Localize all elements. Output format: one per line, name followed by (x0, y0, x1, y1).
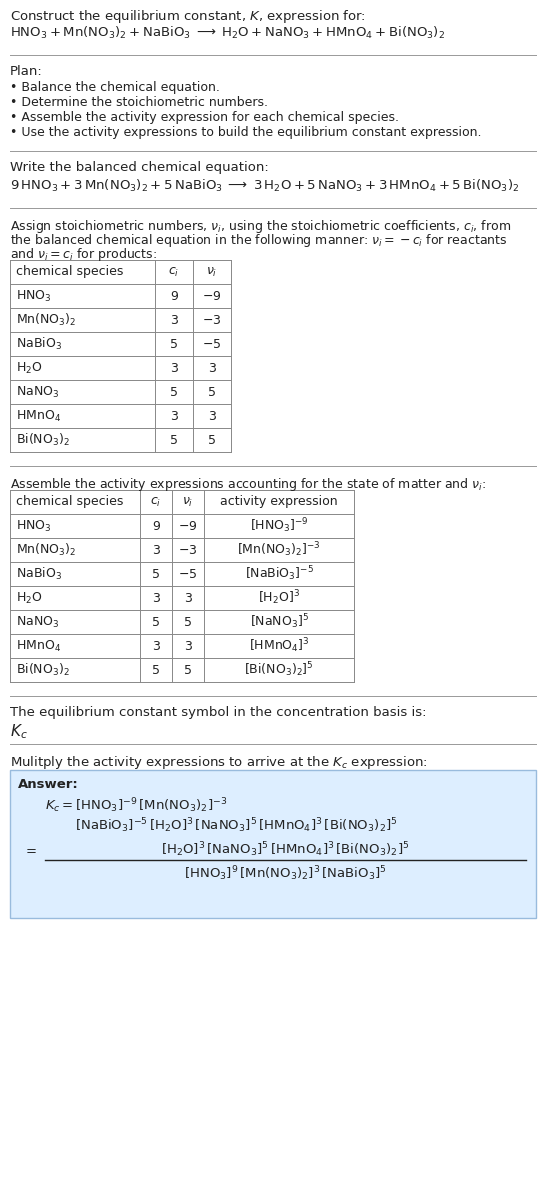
Text: $\mathrm{Mn(NO_3)_2}$: $\mathrm{Mn(NO_3)_2}$ (16, 312, 76, 328)
Text: $[\mathrm{H_2O}]^{3}$: $[\mathrm{H_2O}]^{3}$ (258, 589, 300, 608)
Text: $[\mathrm{HMnO_4}]^{3}$: $[\mathrm{HMnO_4}]^{3}$ (248, 636, 310, 655)
Text: activity expression: activity expression (220, 495, 338, 508)
Text: the balanced chemical equation in the following manner: $\nu_i = -c_i$ for react: the balanced chemical equation in the fo… (10, 232, 507, 249)
Text: $=$: $=$ (23, 844, 37, 857)
Text: $-9$: $-9$ (178, 519, 198, 532)
Bar (10, 260, 231, 451)
Text: 3: 3 (170, 361, 178, 374)
Text: 5: 5 (170, 434, 178, 447)
Text: $[\mathrm{HNO_3}]^{-9}$: $[\mathrm{HNO_3}]^{-9}$ (250, 517, 308, 536)
Text: $K_c = [\mathrm{HNO_3}]^{-9}\,[\mathrm{Mn(NO_3)_2}]^{-3}$: $K_c = [\mathrm{HNO_3}]^{-9}\,[\mathrm{M… (45, 796, 227, 815)
Text: $[\mathrm{HNO_3}]^{9}\,[\mathrm{Mn(NO_3)_2}]^{3}\,[\mathrm{NaBiO_3}]^{5}$: $[\mathrm{HNO_3}]^{9}\,[\mathrm{Mn(NO_3)… (184, 864, 387, 883)
Text: 3: 3 (152, 591, 160, 604)
Text: 3: 3 (152, 544, 160, 557)
Text: Assemble the activity expressions accounting for the state of matter and $\nu_i$: Assemble the activity expressions accoun… (10, 476, 486, 493)
Text: $\mathrm{NaNO_3}$: $\mathrm{NaNO_3}$ (16, 384, 59, 399)
Text: $\mathrm{Mn(NO_3)_2}$: $\mathrm{Mn(NO_3)_2}$ (16, 542, 76, 558)
Text: $\mathrm{Bi(NO_3)_2}$: $\mathrm{Bi(NO_3)_2}$ (16, 662, 70, 678)
Text: 5: 5 (208, 385, 216, 398)
Text: 5: 5 (170, 338, 178, 351)
Text: $\mathrm{HMnO_4}$: $\mathrm{HMnO_4}$ (16, 409, 61, 423)
Text: 3: 3 (208, 361, 216, 374)
Text: chemical species: chemical species (16, 495, 123, 508)
Text: $c_i$: $c_i$ (150, 495, 162, 508)
Text: 5: 5 (152, 568, 160, 581)
Text: 9: 9 (152, 519, 160, 532)
Text: $\mathrm{HNO_3 + Mn(NO_3)_2 + NaBiO_3 \;\longrightarrow\; H_2O + NaNO_3 + HMnO_4: $\mathrm{HNO_3 + Mn(NO_3)_2 + NaBiO_3 \;… (10, 25, 445, 41)
Text: 5: 5 (184, 615, 192, 628)
Text: • Determine the stoichiometric numbers.: • Determine the stoichiometric numbers. (10, 96, 268, 109)
Text: $-5$: $-5$ (203, 338, 222, 351)
Text: $\mathrm{Bi(NO_3)_2}$: $\mathrm{Bi(NO_3)_2}$ (16, 433, 70, 448)
Text: 5: 5 (184, 664, 192, 677)
Text: $[\mathrm{H_2O}]^{3}\,[\mathrm{NaNO_3}]^{5}\,[\mathrm{HMnO_4}]^{3}\,[\mathrm{Bi(: $[\mathrm{H_2O}]^{3}\,[\mathrm{NaNO_3}]^… (161, 840, 410, 859)
Text: • Balance the chemical equation.: • Balance the chemical equation. (10, 81, 220, 94)
Text: $-3$: $-3$ (179, 544, 198, 557)
Text: and $\nu_i = c_i$ for products:: and $\nu_i = c_i$ for products: (10, 246, 157, 263)
Text: $\mathrm{HNO_3}$: $\mathrm{HNO_3}$ (16, 288, 51, 303)
Text: 5: 5 (208, 434, 216, 447)
Text: 3: 3 (184, 591, 192, 604)
Text: 3: 3 (184, 640, 192, 653)
Text: • Use the activity expressions to build the equilibrium constant expression.: • Use the activity expressions to build … (10, 126, 482, 139)
Text: $[\mathrm{Mn(NO_3)_2}]^{-3}$: $[\mathrm{Mn(NO_3)_2}]^{-3}$ (237, 540, 321, 559)
Text: 3: 3 (170, 314, 178, 327)
Text: 9: 9 (170, 289, 178, 302)
Text: $[\mathrm{NaBiO_3}]^{-5}$: $[\mathrm{NaBiO_3}]^{-5}$ (245, 564, 313, 583)
Text: 5: 5 (152, 615, 160, 628)
Bar (10, 491, 354, 683)
Text: $\mathrm{9\,HNO_3 + 3\,Mn(NO_3)_2 + 5\,NaBiO_3 \;\longrightarrow\; 3\,H_2O + 5\,: $\mathrm{9\,HNO_3 + 3\,Mn(NO_3)_2 + 5\,N… (10, 178, 519, 194)
Text: Assign stoichiometric numbers, $\nu_i$, using the stoichiometric coefficients, $: Assign stoichiometric numbers, $\nu_i$, … (10, 218, 511, 235)
Text: $\nu_i$: $\nu_i$ (182, 495, 194, 508)
Text: Write the balanced chemical equation:: Write the balanced chemical equation: (10, 161, 269, 174)
Text: $\nu_i$: $\nu_i$ (206, 265, 218, 278)
Text: Plan:: Plan: (10, 65, 43, 78)
Text: $K_c$: $K_c$ (10, 722, 28, 741)
Text: The equilibrium constant symbol in the concentration basis is:: The equilibrium constant symbol in the c… (10, 706, 426, 719)
Text: $-3$: $-3$ (203, 314, 222, 327)
Text: $[\mathrm{Bi(NO_3)_2}]^{5}$: $[\mathrm{Bi(NO_3)_2}]^{5}$ (244, 661, 314, 679)
Text: $\mathrm{HNO_3}$: $\mathrm{HNO_3}$ (16, 519, 51, 533)
Text: $\mathrm{HMnO_4}$: $\mathrm{HMnO_4}$ (16, 639, 61, 654)
Text: 3: 3 (170, 410, 178, 423)
Text: chemical species: chemical species (16, 265, 123, 278)
Text: $-5$: $-5$ (179, 568, 198, 581)
Text: $\mathrm{NaBiO_3}$: $\mathrm{NaBiO_3}$ (16, 566, 62, 582)
Text: Construct the equilibrium constant, $K$, expression for:: Construct the equilibrium constant, $K$,… (10, 8, 366, 25)
Text: $[\mathrm{NaBiO_3}]^{-5}\,[\mathrm{H_2O}]^{3}\,[\mathrm{NaNO_3}]^{5}\,[\mathrm{H: $[\mathrm{NaBiO_3}]^{-5}\,[\mathrm{H_2O}… (75, 816, 397, 834)
Text: Mulitply the activity expressions to arrive at the $K_c$ expression:: Mulitply the activity expressions to arr… (10, 754, 428, 771)
Text: $\mathrm{H_2O}$: $\mathrm{H_2O}$ (16, 360, 43, 376)
Text: $\mathrm{H_2O}$: $\mathrm{H_2O}$ (16, 590, 43, 606)
Bar (10, 770, 536, 918)
Text: 3: 3 (152, 640, 160, 653)
Text: $\mathrm{NaNO_3}$: $\mathrm{NaNO_3}$ (16, 615, 59, 629)
Text: 5: 5 (170, 385, 178, 398)
Text: $\mathrm{NaBiO_3}$: $\mathrm{NaBiO_3}$ (16, 337, 62, 352)
Text: Answer:: Answer: (18, 779, 79, 792)
Text: • Assemble the activity expression for each chemical species.: • Assemble the activity expression for e… (10, 111, 399, 124)
Text: $c_i$: $c_i$ (168, 265, 180, 278)
Text: 3: 3 (208, 410, 216, 423)
Text: $[\mathrm{NaNO_3}]^{5}$: $[\mathrm{NaNO_3}]^{5}$ (250, 613, 308, 632)
Text: $-9$: $-9$ (202, 289, 222, 302)
Text: 5: 5 (152, 664, 160, 677)
